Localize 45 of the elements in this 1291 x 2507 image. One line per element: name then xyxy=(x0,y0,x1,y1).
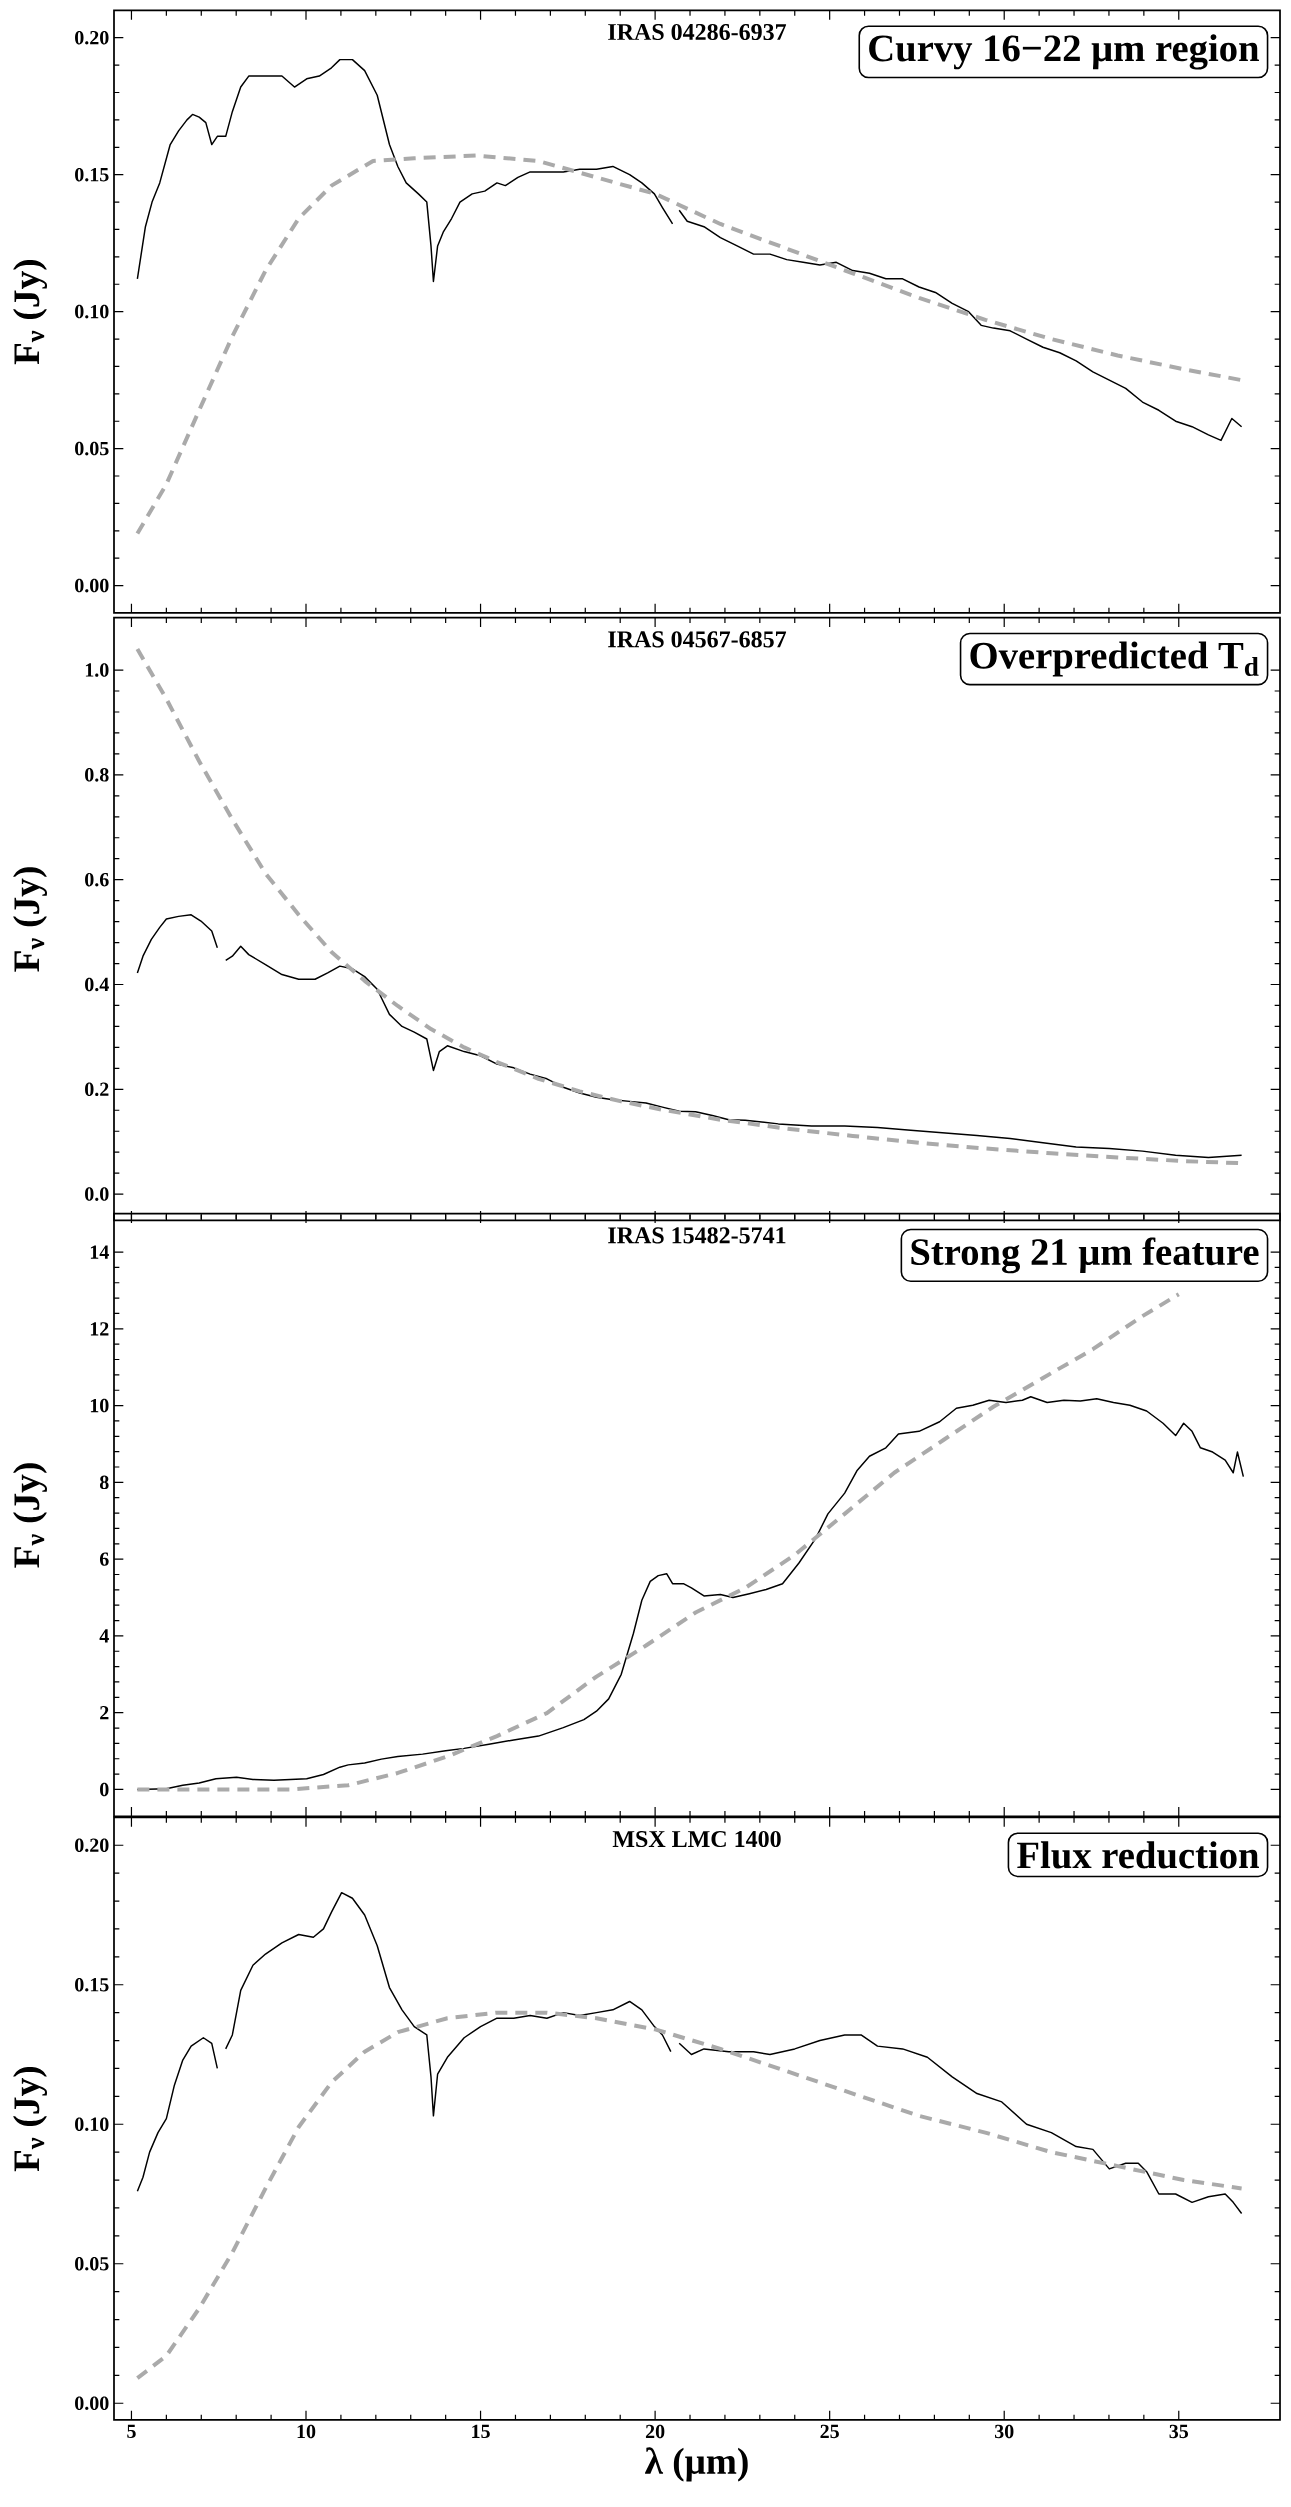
y-tick-label: 0.0 xyxy=(85,1187,109,1201)
annotation: Strong 21 μm feature xyxy=(911,1237,1259,1274)
annotation: Flux reduction xyxy=(1017,1841,1259,1869)
y-tick-label: 0.8 xyxy=(85,768,109,782)
x-tick-label: 5 xyxy=(127,2424,136,2438)
y-tick-label: 0.00 xyxy=(75,2396,109,2411)
y-tick-label: 0.00 xyxy=(75,578,109,593)
annotation: Curvy 16−22 μm region xyxy=(869,34,1259,70)
chart-title: IRAS 04286-6937 xyxy=(608,23,787,41)
y-tick-label: 0.20 xyxy=(75,1838,109,1853)
y-tick-label: 6 xyxy=(99,1552,109,1566)
y-axis-title: F$_{ν}$ (Jy) xyxy=(13,259,48,365)
y-tick-label: 1.0 xyxy=(85,663,109,677)
chart-title: IRAS 15482-5741 xyxy=(608,1227,786,1244)
y-tick-label: 0.20 xyxy=(75,30,109,45)
chart-title: MSX LMC 1400 xyxy=(612,1830,781,1848)
line-series xyxy=(135,2010,1244,2381)
x-tick-label: 30 xyxy=(994,2424,1014,2439)
y-tick-label: 0.05 xyxy=(75,441,109,456)
y-axis-title: F$_{ν}$ (Jy) xyxy=(13,1463,48,1568)
x-tick-label: 25 xyxy=(820,2424,839,2439)
x-tick-label: 35 xyxy=(1169,2424,1189,2439)
chart-title: IRAS 04567-6857 xyxy=(608,631,787,648)
y-tick-label: 10 xyxy=(90,1398,109,1413)
y-tick-label: 2 xyxy=(100,1706,109,1720)
y-tick-label: 12 xyxy=(90,1322,109,1336)
y-tick-label: 0.05 xyxy=(75,2256,109,2271)
y-tick-label: 0.15 xyxy=(75,1977,109,1992)
x-axis-title: λ (μm) xyxy=(645,2447,748,2482)
y-tick-label: 0.4 xyxy=(85,977,109,992)
annotation: Overpredicted T$_{d}$ xyxy=(970,641,1259,677)
y-tick-label: 0.10 xyxy=(75,2117,109,2132)
y-tick-label: 0 xyxy=(100,1782,109,1797)
y-tick-label: 0.6 xyxy=(85,872,109,887)
x-tick-label: 15 xyxy=(472,2424,490,2439)
x-tick-label: 10 xyxy=(297,2424,316,2439)
y-tick-label: 0.15 xyxy=(75,167,109,182)
y-axis-title: F$_{ν}$ (Jy) xyxy=(13,2066,48,2172)
y-tick-label: 8 xyxy=(99,1475,109,1490)
y-tick-label: 14 xyxy=(90,1245,109,1259)
y-tick-label: 0.10 xyxy=(75,304,109,319)
y-tick-label: 4 xyxy=(99,1629,109,1643)
y-tick-label: 0.2 xyxy=(85,1082,109,1097)
y-axis-title: F$_{ν}$ (Jy) xyxy=(13,867,48,972)
x-tick-label: 20 xyxy=(645,2424,665,2439)
